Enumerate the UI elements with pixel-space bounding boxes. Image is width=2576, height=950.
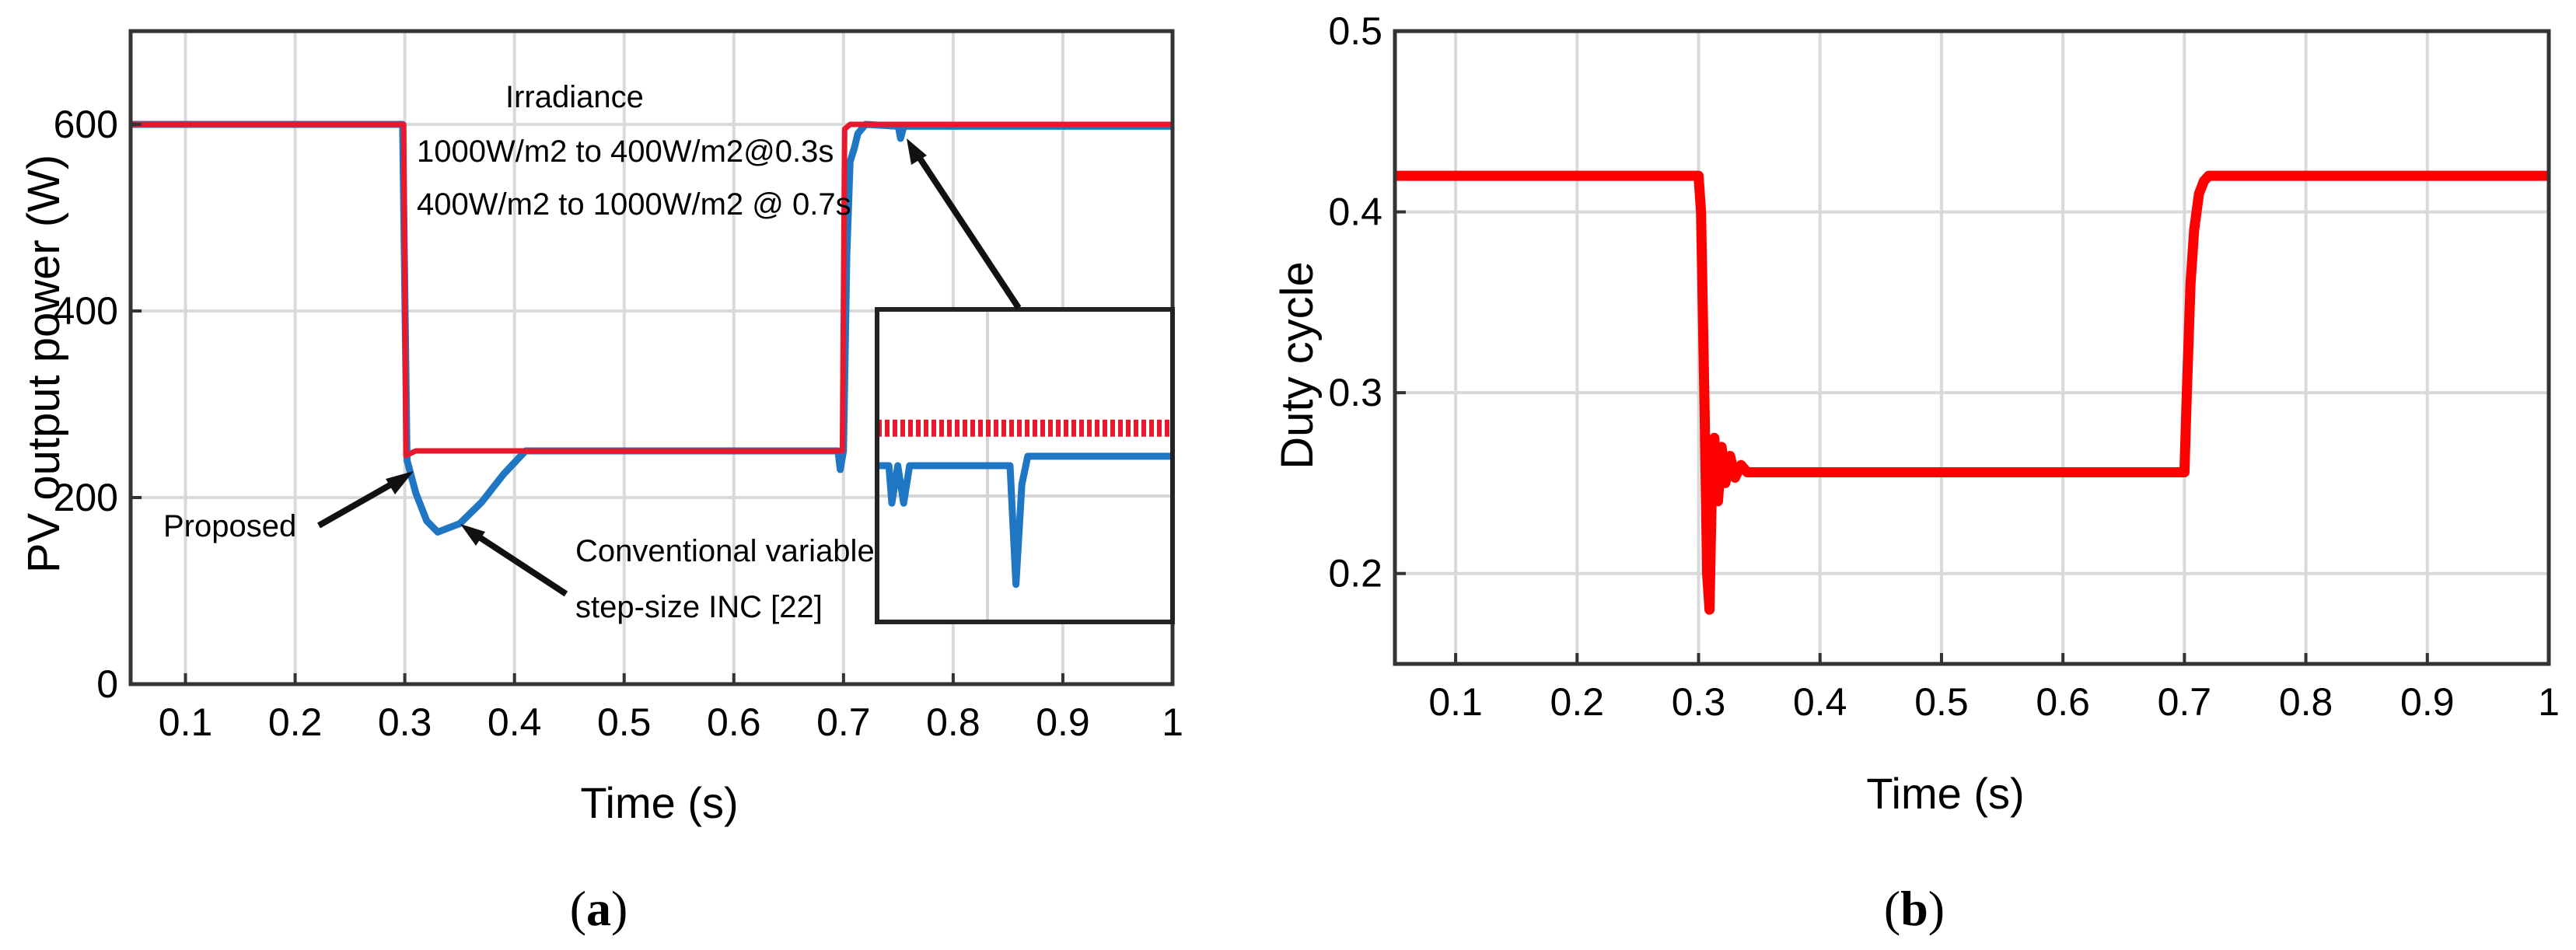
panel-b-caption: (b) [1884, 881, 1945, 936]
x-tick-label: 0.3 [1672, 680, 1726, 724]
panel-a-y-ticks: 0 200 400 600 [54, 103, 142, 706]
panel-a-x-ticks: 0.1 0.2 0.3 0.4 0.5 0.6 0.7 0.8 0.9 1 [159, 673, 1183, 744]
panel-a-y-axis-label: PV output power (W) [19, 155, 69, 573]
x-tick-label: 0.1 [1428, 680, 1483, 724]
panel-b-y-axis-label: Duty cycle [1272, 261, 1323, 470]
x-tick-label: 0.7 [2158, 680, 2212, 724]
series-line-1 [1395, 170, 2549, 615]
x-tick-label: 0.9 [1036, 700, 1090, 744]
panel-b-x-ticks: 0.1 0.2 0.3 0.4 0.5 0.6 0.7 0.8 0.9 1 [1428, 653, 2560, 724]
panel-b-x-axis-label: Time (s) [1866, 769, 2024, 818]
x-tick-label: 0.5 [597, 700, 652, 744]
x-tick-label: 1 [2538, 680, 2560, 724]
x-tick-label: 0.4 [1793, 680, 1847, 724]
panel-a-power-chart: 0.1 0.2 0.3 0.4 0.5 0.6 0.7 0.8 0.9 1 0200400600 … [19, 29, 1183, 936]
annotation-arrows [317, 138, 1022, 597]
y-tick-label: 0.3 [1328, 371, 1382, 414]
y-tick-label: 0.4 [1328, 190, 1382, 234]
y-tick-label: 0.5 [1328, 9, 1382, 53]
x-tick-label: 0.4 [488, 700, 542, 744]
x-tick-label: 0.9 [2400, 680, 2455, 724]
inset-arrow [913, 150, 1022, 310]
conventional-label-line-2: step-size INC [22] [575, 590, 823, 624]
panel-b-duty-cycle-chart: 0.1 0.2 0.3 0.4 0.5 0.6 0.7 0.8 0.9 1 0.20.30.40.… [1272, 9, 2560, 936]
inset-frame [875, 307, 1175, 624]
x-tick-label: 0.6 [2036, 680, 2090, 724]
panel-b-y-ticks: 0.2 0.3 0.4 0.5 [1328, 9, 1406, 595]
panel-a-x-axis-label: Time (s) [580, 778, 738, 827]
conventional-label-line-1: Conventional variable [575, 534, 875, 568]
x-tick-label: 0.6 [707, 700, 761, 744]
x-tick-label: 0.1 [159, 700, 213, 744]
panel-a-caption: (a) [570, 881, 628, 936]
y-tick-label: 600 [54, 103, 118, 146]
series-line-2 [131, 121, 1173, 459]
x-tick-label: 0.5 [1914, 680, 1969, 724]
proposed-arrowhead [386, 471, 414, 494]
panel-a-inset [875, 307, 1175, 624]
y-tick-label: 400 [54, 289, 118, 333]
x-tick-label: 0.8 [2279, 680, 2333, 724]
x-tick-label: 0.3 [378, 700, 432, 744]
panel-b-caption-letter: b [1900, 881, 1928, 936]
x-tick-label: 0.7 [816, 700, 871, 744]
y-tick-label: 0 [96, 662, 118, 706]
inset-series [877, 419, 1173, 589]
x-tick-label: 0.2 [268, 700, 323, 744]
panel-b-plot-frame [1393, 29, 2551, 666]
y-tick-label: 0.2 [1328, 552, 1382, 595]
inset-arrowhead [907, 138, 927, 165]
proposed-label: Proposed [163, 509, 296, 543]
conventional-arrowhead [460, 524, 485, 546]
y-tick-label: 200 [54, 476, 118, 519]
irradiance-line-2: 400W/m2 to 1000W/m2 @ 0.7s [417, 187, 851, 222]
proposed-arrow [317, 477, 400, 529]
panel-a-series [131, 120, 1173, 536]
irradiance-line-1: 1000W/m2 to 400W/m2@0.3s [417, 134, 834, 169]
panel-a-caption-letter: a [586, 881, 611, 936]
inset-blue-trace [877, 452, 1173, 589]
irradiance-title: Irradiance [505, 80, 644, 114]
x-tick-label: 1 [1162, 700, 1183, 744]
panel-b-grid [1395, 31, 2549, 664]
panel-b-series [1395, 170, 2549, 615]
conventional-arrow [474, 532, 568, 597]
x-tick-label: 0.8 [926, 700, 980, 744]
x-tick-label: 0.2 [1550, 680, 1605, 724]
